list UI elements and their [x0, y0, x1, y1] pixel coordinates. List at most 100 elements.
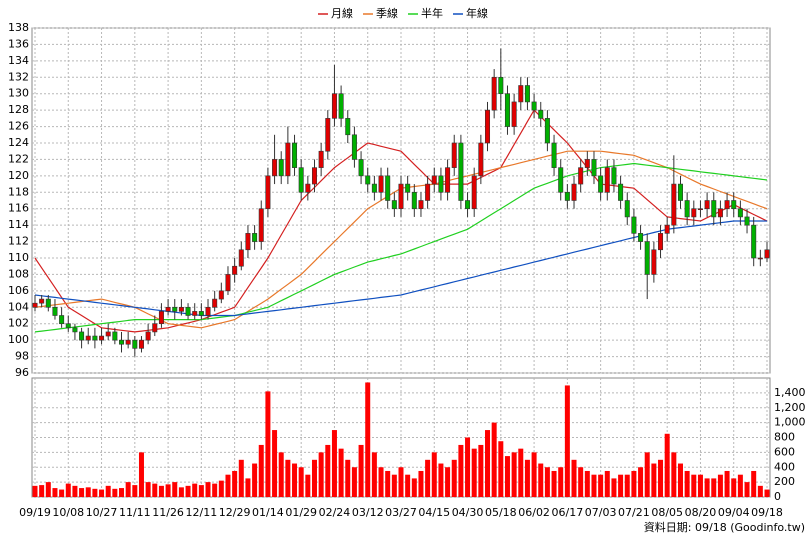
x-tick-label: 11/11	[119, 506, 151, 519]
candle-body	[391, 200, 397, 210]
y-tick-label: 122	[8, 152, 29, 165]
y-tick-label: 96	[15, 366, 29, 379]
y-tick-label: 136	[8, 37, 29, 50]
x-tick-label: 12/11	[186, 506, 218, 519]
volume-bar	[504, 456, 510, 497]
candle-body	[504, 93, 510, 127]
volume-bar	[764, 489, 770, 497]
candle-body	[378, 175, 384, 193]
candle-body	[165, 306, 171, 312]
y-tick-label: 112	[8, 235, 29, 248]
y-tick-label: 124	[8, 136, 29, 149]
candle-body	[318, 150, 324, 168]
volume-bar	[744, 482, 750, 497]
y-tick-label: 126	[8, 120, 29, 133]
x-tick-label: 01/29	[285, 506, 317, 519]
volume-tick-label: 1,200	[774, 401, 806, 414]
volume-bar	[491, 422, 497, 497]
x-tick-label: 10/08	[52, 506, 84, 519]
volume-bar	[618, 474, 624, 497]
candle-body	[245, 233, 251, 251]
candle-body	[218, 290, 224, 300]
volume-tick-label: 600	[774, 445, 795, 458]
x-tick-label: 09/18	[751, 506, 783, 519]
candle-body	[531, 101, 537, 111]
y-tick-label: 106	[8, 284, 29, 297]
candle-body	[398, 183, 404, 210]
candle-body	[431, 175, 437, 185]
x-tick-label: 02/24	[319, 506, 351, 519]
candle-body	[764, 249, 770, 259]
volume-bar	[325, 444, 331, 497]
volume-bar	[205, 482, 211, 497]
volume-bar	[511, 452, 517, 497]
candle-body	[305, 183, 311, 193]
moving-average-line	[34, 220, 767, 317]
volume-bar	[677, 463, 683, 497]
volume-bar	[717, 474, 723, 497]
candle-body	[744, 216, 750, 226]
volume-bar	[232, 470, 238, 497]
volume-bar	[538, 463, 544, 497]
volume-bar	[298, 467, 304, 497]
candle-body	[65, 323, 71, 329]
volume-bar	[531, 452, 537, 497]
candle-body	[119, 339, 125, 345]
volume-bar	[125, 482, 131, 497]
candle-body	[658, 233, 664, 251]
volume-bar	[145, 482, 151, 497]
volume-bar	[684, 470, 690, 497]
x-tick-label: 08/05	[651, 506, 683, 519]
volume-bar	[238, 459, 244, 497]
volume-bar	[724, 470, 730, 497]
y-tick-label: 132	[8, 70, 29, 83]
volume-bar	[425, 459, 431, 497]
volume-bar	[165, 484, 171, 497]
volume-bar	[212, 483, 218, 497]
volume-bar	[99, 489, 105, 497]
candle-body	[584, 159, 590, 168]
candle-body	[618, 183, 624, 201]
candle-body	[611, 167, 617, 185]
x-tick-label: 10/27	[86, 506, 118, 519]
volume-tick-label: 800	[774, 431, 795, 444]
legend-label: 半年	[421, 6, 443, 20]
volume-bar	[731, 478, 737, 497]
volume-bar	[638, 467, 644, 497]
candle-body	[578, 167, 584, 185]
candle-body	[438, 175, 444, 193]
volume-bar	[658, 459, 664, 497]
candle-body	[331, 93, 337, 119]
candle-body	[518, 85, 524, 103]
y-tick-label: 102	[8, 317, 29, 330]
volume-bar	[198, 485, 204, 497]
volume-bar	[311, 459, 317, 497]
candle-body	[52, 306, 58, 316]
volume-bar	[345, 459, 351, 497]
y-tick-label: 128	[8, 103, 29, 116]
candle-body	[478, 142, 484, 177]
volume-bar	[178, 487, 184, 497]
candle-body	[345, 118, 351, 136]
x-tick-label: 11/26	[152, 506, 184, 519]
x-tick-label: 04/30	[452, 506, 484, 519]
moving-average-line	[34, 162, 768, 333]
candle-body	[624, 200, 630, 218]
candle-body	[684, 200, 690, 218]
y-tick-label: 104	[8, 300, 29, 313]
volume-bar	[544, 467, 550, 497]
candle-body	[225, 274, 231, 292]
candle-body	[724, 200, 730, 210]
candle-body	[112, 331, 118, 341]
candle-body	[458, 142, 464, 201]
candle-body	[278, 159, 284, 177]
x-tick-label: 05/18	[485, 506, 517, 519]
candle-body	[45, 298, 51, 308]
x-tick-label: 07/21	[618, 506, 650, 519]
y-tick-label: 134	[8, 54, 29, 67]
volume-bar	[631, 470, 637, 497]
volume-bar	[624, 474, 630, 497]
volume-bar	[518, 448, 524, 497]
candle-body	[371, 183, 377, 193]
